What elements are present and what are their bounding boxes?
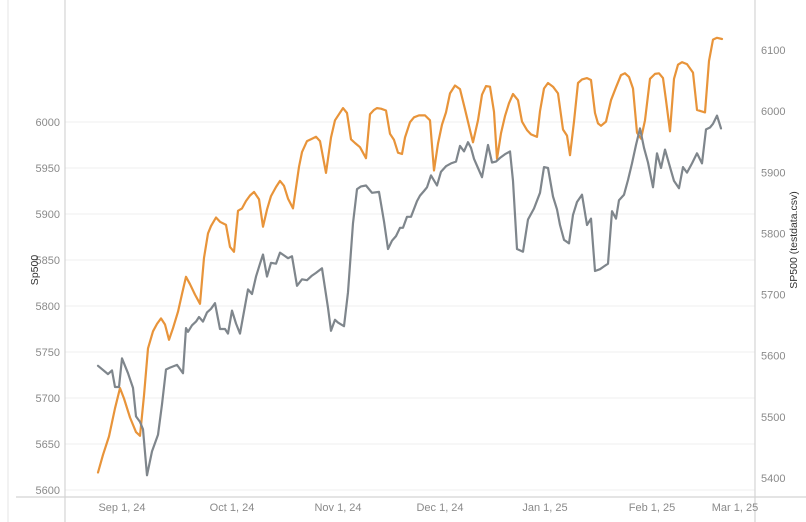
- right-tick-label: 5800: [761, 228, 785, 240]
- left-tick-label: 5600: [36, 485, 60, 497]
- series-group: [96, 36, 724, 477]
- series-line-sp500[interactable]: [96, 114, 723, 477]
- left-tick-label: 5700: [36, 393, 60, 405]
- left-tick-label: 5850: [36, 255, 60, 267]
- right-tick-label: 6100: [761, 45, 785, 57]
- x-tick-label: Nov 1, 24: [314, 502, 361, 514]
- left-tick-label: 5650: [36, 439, 60, 451]
- left-tick-label: 5900: [36, 209, 60, 221]
- right-tick-label: 5900: [761, 167, 785, 179]
- x-tick-label: Mar 1, 25: [712, 502, 758, 514]
- left-axis-title: Sp500: [29, 255, 41, 286]
- x-tick-label: Jan 1, 25: [522, 502, 567, 514]
- x-tick-label: Dec 1, 24: [416, 502, 463, 514]
- left-tick-label: 6000: [36, 117, 60, 129]
- x-axis-ticks: Sep 1, 24 Oct 1, 24 Nov 1, 24 Dec 1, 24 Jan …: [98, 502, 758, 514]
- right-tick-label: 5400: [761, 473, 785, 485]
- x-tick-label: Feb 1, 25: [629, 502, 675, 514]
- left-y-axis-ticks: 5600 5650 5700 5750 5800 5850 5900 5950 6000: [36, 117, 60, 497]
- left-tick-label: 5800: [36, 301, 60, 313]
- x-tick-label: Oct 1, 24: [210, 502, 255, 514]
- right-tick-label: 5700: [761, 290, 785, 302]
- right-y-axis-ticks: 5400 5500 5600 5700 5800 5900 6000 6100: [761, 45, 785, 485]
- series-line-sp500-testdata[interactable]: [96, 36, 724, 474]
- right-tick-label: 5600: [761, 351, 785, 363]
- x-tick-label: Sep 1, 24: [98, 502, 145, 514]
- left-tick-label: 5750: [36, 347, 60, 359]
- right-tick-label: 5500: [761, 412, 785, 424]
- right-axis-title: SP500 (testdata.csv): [788, 191, 800, 288]
- left-tick-label: 5950: [36, 163, 60, 175]
- right-tick-label: 6000: [761, 106, 785, 118]
